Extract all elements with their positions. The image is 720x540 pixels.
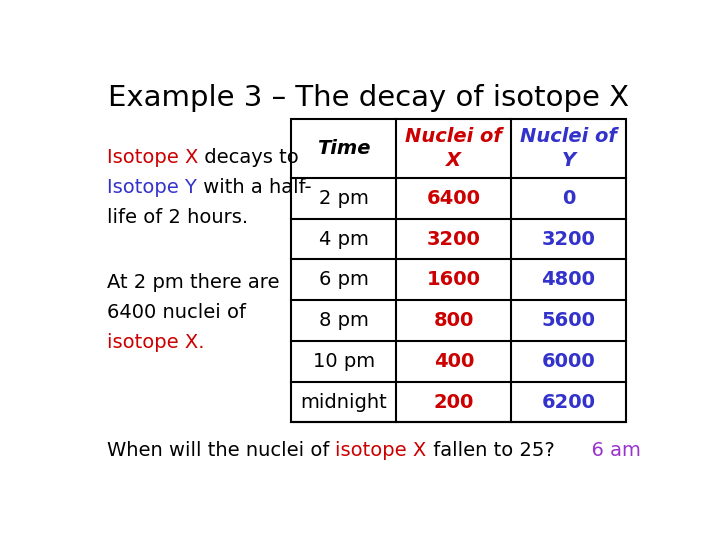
Text: isotope X.: isotope X. xyxy=(107,333,204,352)
Text: fallen to 25?: fallen to 25? xyxy=(427,441,554,460)
Text: 6 am: 6 am xyxy=(554,441,642,460)
Text: 4 pm: 4 pm xyxy=(319,230,369,248)
Text: Nuclei of
X: Nuclei of X xyxy=(405,127,502,170)
Text: Isotope Y: Isotope Y xyxy=(107,178,197,197)
Text: 3200: 3200 xyxy=(541,230,595,248)
Text: 6200: 6200 xyxy=(541,393,595,411)
Text: 200: 200 xyxy=(433,393,474,411)
Text: 3200: 3200 xyxy=(427,230,481,248)
Text: Nuclei of
Y: Nuclei of Y xyxy=(520,127,617,170)
Text: 0: 0 xyxy=(562,189,575,208)
Text: 6400 nuclei of: 6400 nuclei of xyxy=(107,302,246,322)
Text: At 2 pm there are: At 2 pm there are xyxy=(107,273,279,292)
Text: 6000: 6000 xyxy=(541,352,595,371)
Bar xyxy=(291,119,626,422)
Text: midnight: midnight xyxy=(300,393,387,411)
Text: with a half-: with a half- xyxy=(197,178,311,197)
Text: 5600: 5600 xyxy=(541,311,595,330)
Text: 2 pm: 2 pm xyxy=(319,189,369,208)
Text: Time: Time xyxy=(317,139,370,158)
Text: Example 3 – The decay of isotope X: Example 3 – The decay of isotope X xyxy=(109,84,629,112)
Text: 400: 400 xyxy=(433,352,474,371)
Text: 6 pm: 6 pm xyxy=(319,271,369,289)
Text: 4800: 4800 xyxy=(541,271,595,289)
Text: 10 pm: 10 pm xyxy=(312,352,374,371)
Text: decays to: decays to xyxy=(198,148,299,167)
Text: Isotope X: Isotope X xyxy=(107,148,198,167)
Text: When will the nuclei of: When will the nuclei of xyxy=(107,441,336,460)
Text: 1600: 1600 xyxy=(427,271,481,289)
Text: 6400: 6400 xyxy=(427,189,481,208)
Text: 800: 800 xyxy=(433,311,474,330)
Text: life of 2 hours.: life of 2 hours. xyxy=(107,208,248,227)
Text: 8 pm: 8 pm xyxy=(319,311,369,330)
Text: isotope X: isotope X xyxy=(336,441,427,460)
